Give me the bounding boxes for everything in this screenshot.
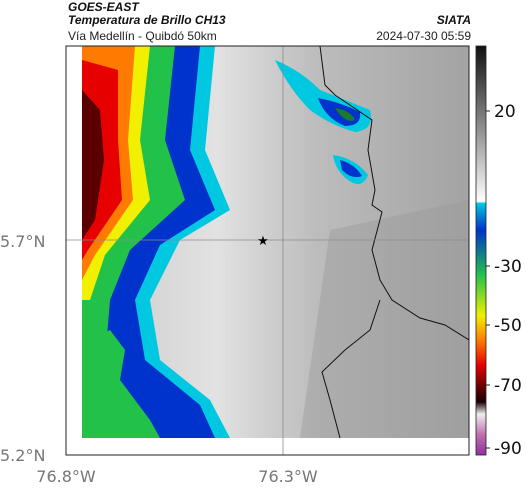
border-line (319, 46, 469, 341)
lat-tick: 5.7°N (0, 232, 45, 251)
route-subtitle: Vía Medellín - Quibdó 50km (68, 29, 217, 43)
star-icon: ★ (257, 234, 269, 249)
colorbar-tick: -90 (494, 439, 522, 459)
colorbar-tick: -30 (494, 257, 522, 277)
colorbar: 20 -30 -50 -70 -90 (475, 45, 522, 459)
timestamp: 2024-07-30 05:59 (376, 29, 471, 43)
satellite-title: GOES-EAST (68, 0, 139, 14)
colorbar-tick: 20 (494, 102, 516, 122)
lat-tick: 5.2°N (0, 446, 45, 465)
colorbar-tick: -50 (494, 316, 522, 336)
map-frame (65, 45, 470, 456)
border-line (321, 299, 381, 439)
lon-tick: 76.3°W (258, 467, 318, 486)
imagery-layer (66, 46, 469, 455)
lon-tick: 76.8°W (36, 467, 96, 486)
colorbar-tick: -70 (494, 376, 522, 396)
product-title: Temperatura de Brillo CH13 (68, 13, 226, 27)
agency-label: SIATA (436, 13, 471, 27)
